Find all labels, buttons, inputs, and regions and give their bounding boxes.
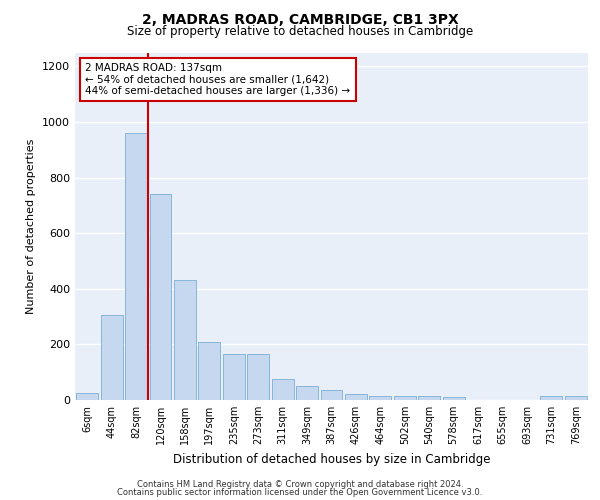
Bar <box>370 396 391 400</box>
Bar <box>76 393 98 400</box>
Text: Contains HM Land Registry data © Crown copyright and database right 2024.: Contains HM Land Registry data © Crown c… <box>137 480 463 489</box>
Bar <box>418 396 440 400</box>
Bar <box>247 354 269 400</box>
Bar <box>272 379 293 400</box>
Text: Size of property relative to detached houses in Cambridge: Size of property relative to detached ho… <box>127 25 473 38</box>
Y-axis label: Number of detached properties: Number of detached properties <box>26 138 37 314</box>
Bar <box>296 386 318 400</box>
Bar <box>541 396 562 400</box>
X-axis label: Distribution of detached houses by size in Cambridge: Distribution of detached houses by size … <box>173 452 490 466</box>
Bar <box>125 133 147 400</box>
Bar <box>443 397 464 400</box>
Bar <box>149 194 172 400</box>
Bar <box>320 390 343 400</box>
Text: Contains public sector information licensed under the Open Government Licence v3: Contains public sector information licen… <box>118 488 482 497</box>
Text: 2, MADRAS ROAD, CAMBRIDGE, CB1 3PX: 2, MADRAS ROAD, CAMBRIDGE, CB1 3PX <box>142 12 458 26</box>
Bar <box>345 394 367 400</box>
Bar <box>174 280 196 400</box>
Text: 2 MADRAS ROAD: 137sqm
← 54% of detached houses are smaller (1,642)
44% of semi-d: 2 MADRAS ROAD: 137sqm ← 54% of detached … <box>85 63 350 96</box>
Bar <box>223 354 245 400</box>
Bar <box>199 342 220 400</box>
Bar <box>394 396 416 400</box>
Bar <box>101 315 122 400</box>
Bar <box>565 396 587 400</box>
